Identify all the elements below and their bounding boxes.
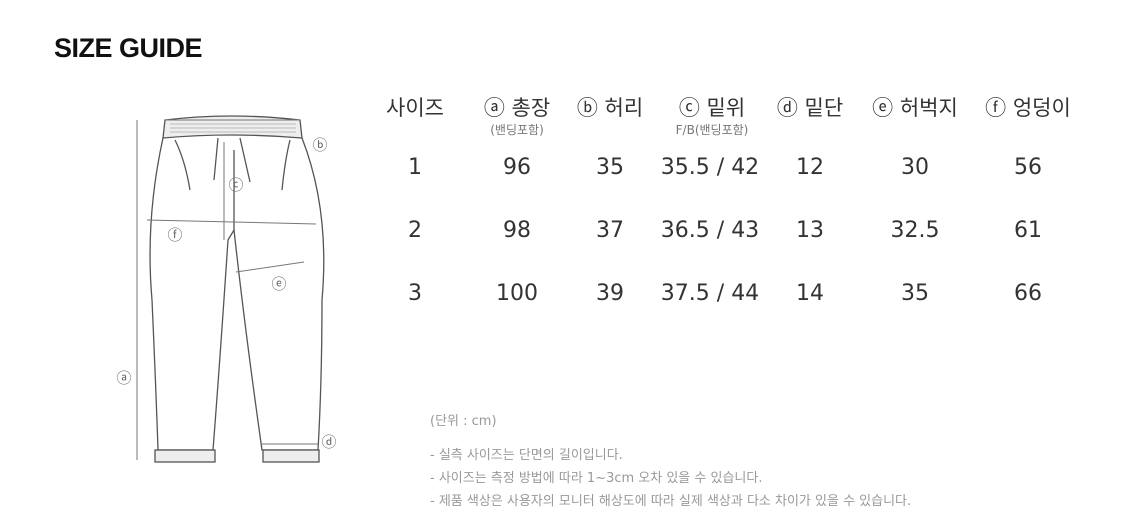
label-d: ⓓ bbox=[321, 433, 336, 451]
table-cell: 30 bbox=[901, 155, 929, 180]
table-cell: 12 bbox=[796, 155, 824, 180]
header-size: 사이즈 bbox=[386, 96, 444, 120]
table-cell: 13 bbox=[796, 218, 824, 243]
table-cell: 32.5 bbox=[890, 218, 940, 243]
table-cell: 96 bbox=[503, 155, 531, 180]
note-2: - 사이즈는 측정 방법에 따라 1~3cm 오차 있을 수 있습니다. bbox=[430, 471, 763, 486]
table-cell: 37.5 / 44 bbox=[660, 281, 760, 306]
table-cell: 100 bbox=[496, 281, 538, 306]
header-hip: ⓕ 엉덩이 bbox=[985, 96, 1071, 120]
table-cell: 61 bbox=[1014, 218, 1042, 243]
note-1: - 실측 사이즈는 단면의 길이입니다. bbox=[430, 448, 623, 463]
header-hem: ⓓ 밑단 bbox=[776, 96, 844, 120]
table-cell: 1 bbox=[408, 155, 422, 180]
label-b: ⓑ bbox=[312, 136, 327, 154]
label-a: ⓐ bbox=[116, 369, 131, 387]
table-cell: 36.5 / 43 bbox=[660, 218, 760, 243]
table-cell: 3 bbox=[408, 281, 422, 306]
header-rise: ⓒ 밑위 bbox=[678, 96, 746, 120]
table-cell: 14 bbox=[796, 281, 824, 306]
table-cell: 35 bbox=[596, 155, 624, 180]
label-e: ⓔ bbox=[271, 275, 286, 293]
page-title: SIZE GUIDE bbox=[54, 33, 203, 63]
table-cell: 39 bbox=[596, 281, 624, 306]
header-rise-sub: F/B(밴딩포함) bbox=[675, 123, 749, 137]
table-cell: 37 bbox=[596, 218, 624, 243]
header-total-length: ⓐ 총장 bbox=[483, 96, 551, 120]
header-thigh: ⓔ 허벅지 bbox=[872, 96, 958, 120]
table-cell: 35 bbox=[901, 281, 929, 306]
table-cell: 2 bbox=[408, 218, 422, 243]
header-waist: ⓑ 허리 bbox=[576, 96, 644, 120]
table-cell: 66 bbox=[1014, 281, 1042, 306]
note-3: - 제품 색상은 사용자의 모니터 해상도에 따라 실제 색상과 다소 차이가 … bbox=[430, 494, 912, 509]
table-cell: 98 bbox=[503, 218, 531, 243]
table-cell: 35.5 / 42 bbox=[660, 155, 760, 180]
table-cell: 56 bbox=[1014, 155, 1042, 180]
label-f: ⓕ bbox=[167, 226, 182, 244]
unit-note: (단위 : cm) bbox=[430, 414, 497, 429]
header-total-length-sub: (밴딩포함) bbox=[490, 123, 544, 137]
label-c: ⓒ bbox=[228, 176, 243, 194]
